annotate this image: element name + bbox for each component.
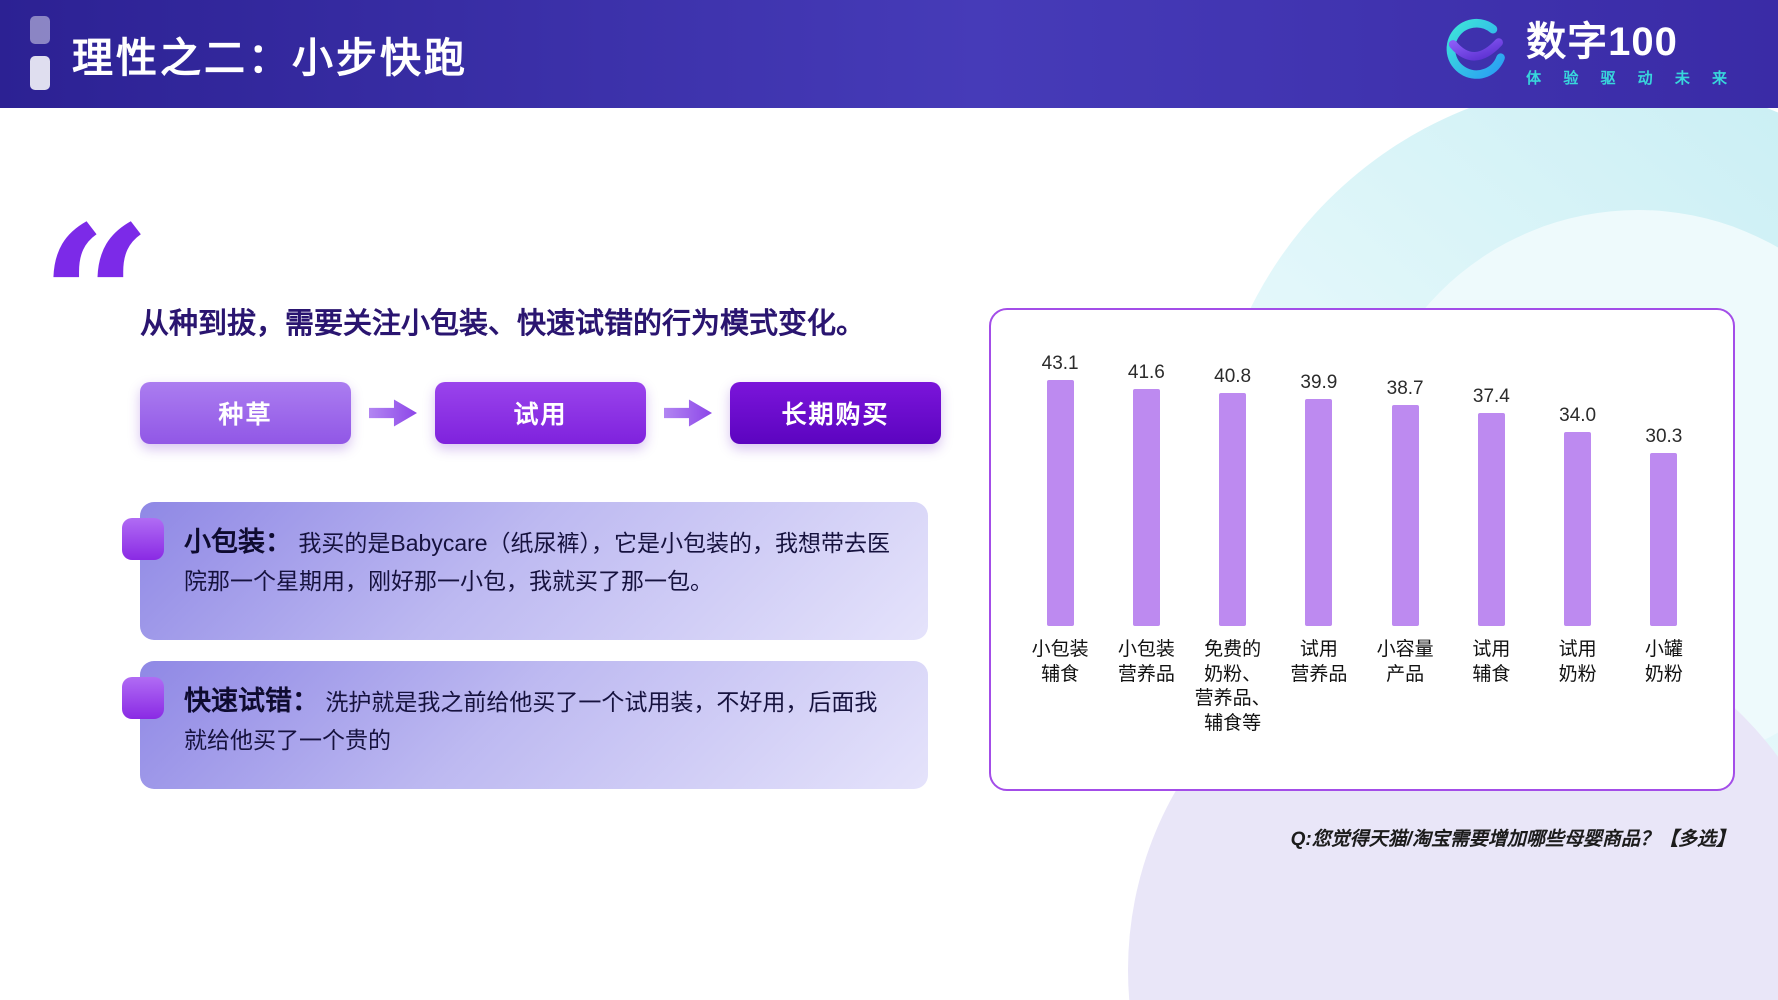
flow-step-trial: 试用: [435, 382, 646, 444]
flow-step-seeding: 种草: [140, 382, 351, 444]
quote-body: 洗护就是我之前给他买了一个试用装，不好用，后面我就给他买了一个贵的: [184, 689, 878, 753]
card-marker-square: [122, 677, 164, 719]
chart-column: 39.9 试用 营养品: [1276, 344, 1362, 687]
header-bar: 理性之二：小步快跑 数字100: [0, 0, 1778, 108]
quote-lead: 快速试错：: [184, 686, 319, 716]
chart-column: 37.4 试用 辅食: [1448, 344, 1534, 687]
bar-value-label: 41.6: [1127, 361, 1165, 383]
brand-text: 数字100 体 验 驱 动 未 来: [1526, 21, 1736, 88]
bar-value-label: 40.8: [1214, 366, 1252, 388]
survey-question-footnote: Q:您觉得天猫/淘宝需要增加哪些母婴商品？【多选】: [1290, 829, 1735, 850]
header-accent-square-top: [30, 16, 50, 44]
bar: [1132, 388, 1160, 626]
quote-card-small-package: 小包装： 我买的是Babycare（纸尿裤），它是小包装的，我想带去医院那一个星…: [122, 502, 928, 640]
flow-step-longterm: 长期购买: [730, 382, 941, 444]
section-heading: 从种到拔，需要关注小包装、快速试错的行为模式变化。: [140, 308, 866, 340]
bar: [1650, 453, 1678, 626]
bar-category-label: 免费的 奶粉、 营养品、 辅食等: [1194, 639, 1271, 735]
bar-category-label: 小包装 营养品: [1117, 639, 1175, 685]
bar: [1477, 412, 1505, 626]
brand-name: 数字100: [1526, 20, 1678, 64]
chart-column: 41.6 小包装 营养品: [1103, 344, 1189, 687]
bar-category-label: 试用 营养品: [1290, 639, 1348, 685]
card-marker-square: [122, 518, 164, 560]
quote-lead: 小包装：: [184, 527, 292, 557]
quote-mark-icon: “: [40, 183, 152, 412]
chart-column: 34.0 试用 奶粉: [1535, 344, 1621, 687]
bar-chart-columns: 43.1 小包装 辅食 41.6 小包装 营养品 40.8 免费的 奶粉、 营养品、 辅食…: [1017, 344, 1707, 765]
bar: [1219, 393, 1247, 626]
bar: [1391, 405, 1419, 626]
chart-column: 43.1 小包装 辅食: [1017, 344, 1103, 687]
bar: [1305, 398, 1333, 626]
bar-category-label: 试用 奶粉: [1558, 639, 1597, 685]
arrow-right-icon: [664, 399, 712, 427]
brand-tagline: 体 验 驱 动 未 来: [1526, 70, 1736, 87]
bar-value-label: 37.4: [1472, 385, 1510, 407]
logo-swirl-icon: [1436, 14, 1512, 95]
bar-value-label: 34.0: [1559, 405, 1597, 427]
bar-category-label: 试用 辅食: [1472, 639, 1511, 685]
bar-value-label: 30.3: [1645, 426, 1683, 448]
quote-text: 小包装： 我买的是Babycare（纸尿裤），它是小包装的，我想带去医院那一个星…: [184, 522, 898, 599]
quote-body: 我买的是Babycare（纸尿裤），它是小包装的，我想带去医院那一个星期用，刚好…: [184, 530, 891, 594]
quote-card-fast-trial: 快速试错： 洗护就是我之前给他买了一个试用装，不好用，后面我就给他买了一个贵的: [122, 661, 928, 789]
bar-value-label: 43.1: [1041, 353, 1079, 375]
quote-text: 快速试错： 洗护就是我之前给他买了一个试用装，不好用，后面我就给他买了一个贵的: [184, 681, 898, 758]
arrow-right-icon: [369, 399, 417, 427]
chart-column: 30.3 小罐 奶粉: [1621, 344, 1707, 687]
header-accent-square-bottom: [30, 56, 50, 90]
bar-category-label: 小包装 辅食: [1031, 639, 1089, 685]
bar-category-label: 小罐 奶粉: [1644, 639, 1683, 685]
page-title: 理性之二：小步快跑: [72, 35, 468, 81]
bar-value-label: 39.9: [1300, 371, 1338, 393]
bar: [1564, 432, 1592, 626]
bar-value-label: 38.7: [1386, 378, 1424, 400]
flow-diagram: 种草 试用 长期购买: [140, 382, 941, 444]
brand-logo: 数字100 体 验 驱 动 未 来: [1436, 14, 1736, 95]
bar-category-label: 小容量 产品: [1376, 639, 1434, 685]
chart-column: 40.8 免费的 奶粉、 营养品、 辅食等: [1190, 344, 1276, 737]
bar: [1046, 380, 1074, 626]
chart-column: 38.7 小容量 产品: [1362, 344, 1448, 687]
bar-chart-panel: 43.1 小包装 辅食 41.6 小包装 营养品 40.8 免费的 奶粉、 营养品、 辅食…: [989, 308, 1735, 791]
